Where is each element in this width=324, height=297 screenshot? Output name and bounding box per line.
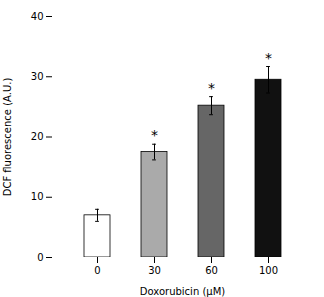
svg-text:30: 30 xyxy=(148,265,161,276)
svg-text:*: * xyxy=(265,50,272,66)
svg-text:0: 0 xyxy=(37,252,43,263)
svg-text:40: 40 xyxy=(31,11,44,22)
svg-text:DCF fluorescence (A.U.): DCF fluorescence (A.U.) xyxy=(2,78,13,197)
svg-text:100: 100 xyxy=(259,265,278,276)
svg-text:60: 60 xyxy=(205,265,218,276)
svg-text:*: * xyxy=(151,127,158,143)
svg-text:Doxorubicin (μM): Doxorubicin (μM) xyxy=(140,286,225,297)
svg-text:0: 0 xyxy=(94,265,100,276)
svg-text:20: 20 xyxy=(31,131,44,142)
svg-text:30: 30 xyxy=(31,71,44,82)
svg-text:10: 10 xyxy=(31,191,44,202)
svg-text:*: * xyxy=(208,80,215,96)
